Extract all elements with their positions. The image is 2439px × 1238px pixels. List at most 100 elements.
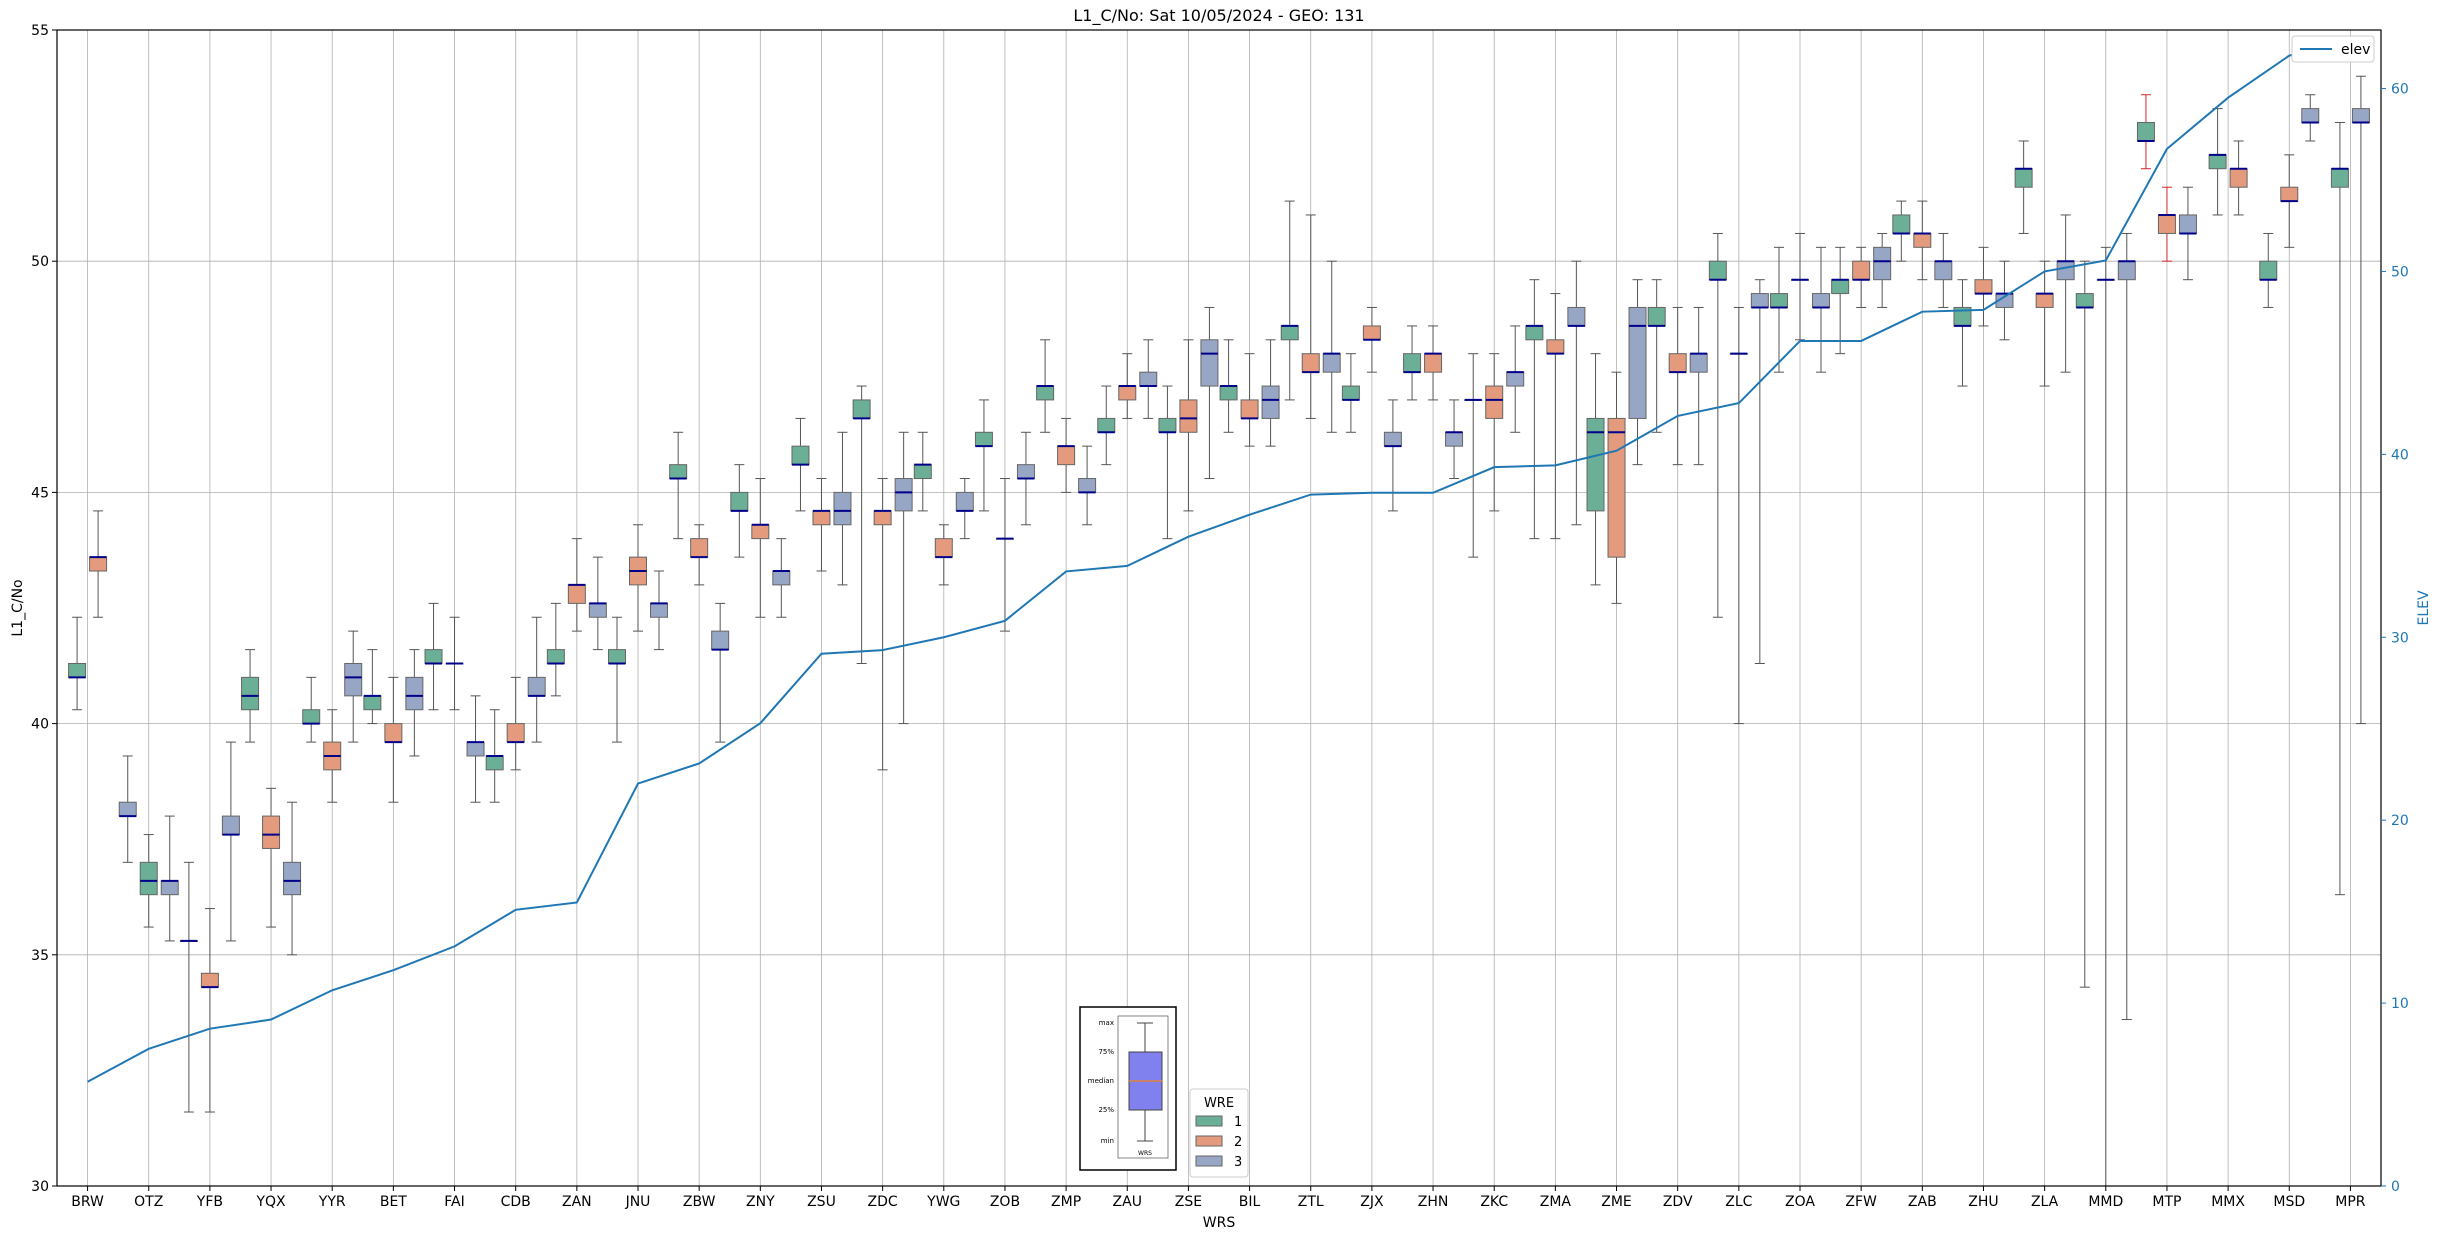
box-body: [711, 630, 730, 651]
box-body: [1179, 399, 1198, 433]
wre-legend-label-3: 3: [1234, 1155, 1242, 1170]
box-body: [1750, 293, 1769, 308]
box-YQX-wre2: [262, 787, 281, 928]
box-body: [485, 755, 504, 771]
box-MTP-wre2: [2157, 186, 2176, 262]
x-tick-label: ZJX: [1360, 1194, 1384, 1210]
box-body: [1057, 445, 1076, 466]
box-body: [1689, 353, 1708, 373]
box-body: [2136, 121, 2155, 142]
box-ZOA-wre3: [1812, 246, 1830, 373]
box-BIL-wre3: [1261, 339, 1280, 447]
box-body: [833, 491, 852, 526]
box-ZMP-wre1: [1036, 339, 1055, 433]
box-body: [200, 972, 219, 988]
box-body: [730, 491, 749, 512]
box-body: [1934, 260, 1953, 281]
y-tick-label: 35: [31, 948, 49, 964]
box-body: [2259, 260, 2278, 281]
box-YQX-wre1: [241, 649, 260, 743]
box-MMD-wre3: [2117, 232, 2136, 1021]
box-body: [1525, 325, 1544, 341]
inset-label-q1: 25%: [1098, 1106, 1114, 1114]
box-ZJX-wre1: [1341, 353, 1360, 433]
box-BIL-wre1: [1219, 339, 1238, 433]
box-ZSU-wre2: [812, 478, 831, 572]
box-YYR-wre1: [302, 676, 321, 743]
box-ZLA-wre2: [2035, 260, 2054, 387]
box-body: [608, 649, 626, 664]
box-ZAN-wre2: [567, 538, 586, 632]
inset-label-min: min: [1101, 1137, 1114, 1145]
wre-legend-label-2: 2: [1234, 1135, 1242, 1150]
box-body: [567, 584, 586, 604]
box-body: [1424, 353, 1443, 373]
box-body: [1668, 353, 1687, 373]
box-ZFW-wre2: [1852, 246, 1871, 308]
box-body: [812, 510, 831, 526]
elev-line-layer: [87, 40, 2351, 1083]
box-ZBW-wre1: [669, 431, 688, 540]
y-tick-label: 30: [31, 1179, 49, 1195]
y-right-tick-label: 30: [2391, 630, 2409, 646]
box-ZME-wre1: [1586, 353, 1605, 586]
box-body: [650, 602, 668, 618]
box-ZJX-wre2: [1362, 306, 1381, 373]
x-tick-label: YFB: [196, 1194, 223, 1210]
box-ZHN-wre2: [1424, 325, 1443, 401]
x-tick-label: CDB: [501, 1194, 531, 1210]
wre-legend-title: WRE: [1204, 1096, 1234, 1111]
y-right-tick-label: 40: [2391, 447, 2409, 463]
box-body: [1403, 353, 1422, 373]
box-ZFW-wre3: [1873, 232, 1892, 308]
box-body: [1383, 431, 1402, 447]
x-tick-label: ZLC: [1725, 1194, 1752, 1210]
box-body: [221, 815, 240, 836]
x-tick-label: ZSE: [1175, 1194, 1202, 1210]
box-ZOB-wre3: [1016, 431, 1035, 526]
box-ZMP-wre2: [1057, 417, 1076, 493]
x-tick-label: JNU: [625, 1194, 651, 1210]
box-body: [1913, 232, 1932, 248]
x-tick-label: MSD: [2273, 1194, 2305, 1210]
x-tick-label: OTZ: [134, 1194, 163, 1210]
y-axis-right-label: ELEV: [2416, 590, 2432, 625]
box-ZHU-wre1: [1953, 279, 1972, 387]
box-ZLC-wre3: [1750, 279, 1769, 664]
box-ZAB-wre1: [1892, 200, 1911, 262]
box-body: [1200, 339, 1219, 387]
box-OTZ-wre3: [118, 755, 137, 863]
box-ZDC-wre2: [873, 478, 892, 771]
box-ZTL-wre1: [1280, 200, 1299, 401]
box-ZKC-wre3: [1464, 353, 1483, 558]
box-ZSU-wre1: [791, 417, 810, 512]
x-tick-label: MMX: [2211, 1194, 2245, 1210]
box-body: [424, 649, 443, 664]
box-ZHN-wre1: [1403, 325, 1422, 401]
box-ZNY-wre2: [751, 478, 770, 618]
box-body: [2035, 293, 2054, 308]
x-tick-label: ZAB: [1908, 1194, 1937, 1210]
box-MMX-wre1: [2208, 108, 2227, 216]
box-ZAU-wre1: [1097, 385, 1116, 466]
x-tick-label: ZOB: [990, 1194, 1020, 1210]
box-MMD-wre1: [2075, 260, 2094, 988]
box-body: [1546, 339, 1565, 355]
box-ZDC-wre3: [894, 431, 913, 725]
y-axis-label: L1_C/No: [10, 579, 26, 636]
x-tick-label: FAI: [444, 1194, 464, 1210]
box-MPR-wre1: [2330, 121, 2349, 896]
box-body: [2157, 214, 2176, 234]
box-ZMA-wre3: [1567, 260, 1586, 526]
box-body: [913, 464, 932, 480]
box-body: [2056, 260, 2075, 281]
box-ZDV-wre1: [1647, 279, 1666, 433]
y-tick-label: 45: [31, 485, 49, 501]
box-YWG-wre1: [913, 431, 932, 512]
x-tick-label: MTP: [2152, 1194, 2181, 1210]
box-body: [1607, 417, 1626, 558]
box-ZDC-wre1: [852, 385, 871, 664]
x-tick-label: ZBW: [683, 1194, 716, 1210]
box-body: [1567, 306, 1586, 327]
